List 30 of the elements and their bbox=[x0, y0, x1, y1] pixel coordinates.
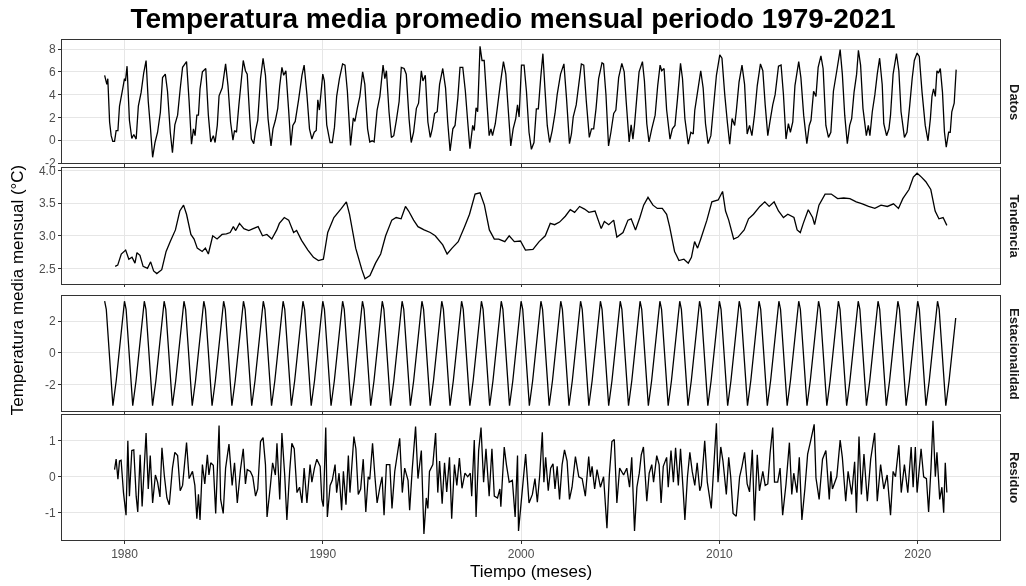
chart-title: Temperatura media promedio mensual periodo 1979-2021 bbox=[130, 2, 896, 34]
y-tick-label: 3.5 bbox=[38, 196, 56, 211]
y-tick-label: 6 bbox=[48, 65, 56, 80]
y-tick-label: 2 bbox=[48, 314, 56, 329]
x-tick-label: 2020 bbox=[904, 547, 932, 562]
y-tick-label: 2.5 bbox=[38, 261, 56, 276]
y-tick-label: 1 bbox=[48, 434, 56, 449]
line-series bbox=[113, 420, 948, 535]
x-tick-label: 2010 bbox=[706, 547, 734, 562]
x-tick-label: 1990 bbox=[309, 547, 337, 562]
line-series bbox=[114, 172, 948, 280]
y-tick-label: 8 bbox=[48, 42, 56, 57]
y-axis-title: Temperatura media mensual (°C) bbox=[8, 164, 28, 416]
y-tick-label: 3.0 bbox=[38, 228, 56, 243]
x-tick-label: 1980 bbox=[111, 547, 139, 562]
text: Tendencia bbox=[1006, 194, 1022, 259]
y-tick-label: 0 bbox=[48, 133, 56, 148]
line-series bbox=[103, 300, 957, 407]
line-series bbox=[103, 45, 957, 158]
y-tick-label: 4 bbox=[48, 87, 56, 102]
y-tick-label: 0 bbox=[48, 469, 56, 484]
y-tick-label: 0 bbox=[48, 346, 56, 361]
text: Residuo bbox=[1007, 452, 1022, 504]
x-axis-title: Tiempo (meses) bbox=[469, 561, 593, 581]
y-tick-label: -2 bbox=[44, 377, 56, 392]
y-tick-label: 2 bbox=[48, 110, 56, 125]
text: Estacionalidad bbox=[1007, 308, 1022, 400]
y-tick-label: -1 bbox=[44, 505, 56, 520]
text: Datos bbox=[1007, 84, 1022, 121]
x-tick-label: 2000 bbox=[507, 547, 535, 562]
